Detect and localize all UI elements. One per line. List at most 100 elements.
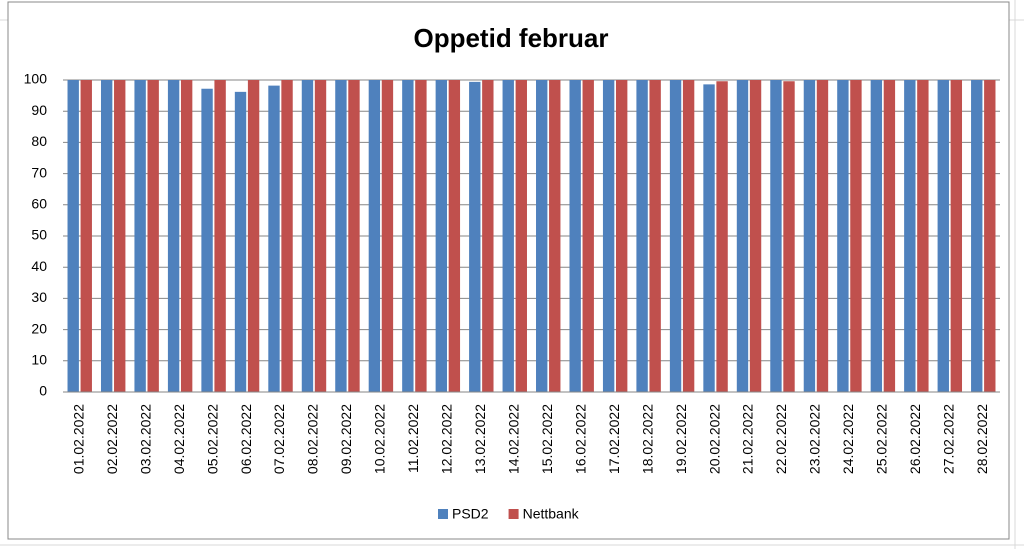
bar <box>180 80 193 392</box>
x-tick-label: 15.02.2022 <box>539 404 555 474</box>
bar <box>937 80 949 392</box>
bar <box>917 80 929 392</box>
bar <box>636 80 648 392</box>
y-tick-label: 10 <box>31 352 47 368</box>
bar <box>770 80 782 392</box>
bar <box>314 80 327 392</box>
x-tick-label: 03.02.2022 <box>137 404 153 474</box>
bar <box>100 80 113 392</box>
bar <box>348 80 360 392</box>
x-tick-label: 05.02.2022 <box>204 404 220 474</box>
chart-title: Oppetid februar <box>413 23 608 53</box>
y-tick-label: 50 <box>31 227 47 243</box>
legend-label: Nettbank <box>523 506 580 522</box>
bar <box>649 80 661 392</box>
y-tick-label: 80 <box>31 133 47 149</box>
x-tick-label: 07.02.2022 <box>271 404 287 474</box>
y-tick-label: 40 <box>31 258 47 274</box>
bar <box>736 80 749 392</box>
x-tick-label: 10.02.2022 <box>372 404 388 474</box>
x-tick-label: 27.02.2022 <box>941 404 957 474</box>
x-tick-label: 24.02.2022 <box>840 404 856 474</box>
y-tick-label: 0 <box>39 383 47 399</box>
x-tick-label: 11.02.2022 <box>405 404 421 473</box>
x-tick-label: 12.02.2022 <box>439 404 455 474</box>
x-tick-label: 16.02.2022 <box>572 404 588 474</box>
y-tick-label: 100 <box>24 71 48 87</box>
bar <box>816 80 829 392</box>
bar <box>167 80 180 392</box>
bar <box>582 80 594 392</box>
bar <box>448 80 461 392</box>
bar <box>682 80 695 392</box>
bar <box>783 81 795 393</box>
bar <box>904 80 916 392</box>
bar <box>716 81 728 393</box>
y-tick-label: 60 <box>31 196 47 212</box>
bar <box>415 80 427 392</box>
x-tick-label: 17.02.2022 <box>606 404 622 474</box>
bar <box>502 80 514 392</box>
x-tick-label: 20.02.2022 <box>706 404 722 474</box>
bar <box>80 80 92 392</box>
bar <box>134 80 146 392</box>
x-tick-label: 14.02.2022 <box>505 404 521 474</box>
bar <box>803 80 816 392</box>
x-tick-label: 06.02.2022 <box>238 404 254 474</box>
bar <box>602 80 615 392</box>
bar <box>201 88 213 393</box>
legend-label: PSD2 <box>452 506 489 522</box>
x-tick-label: 19.02.2022 <box>673 404 689 474</box>
x-tick-label: 08.02.2022 <box>305 404 321 474</box>
x-tick-label: 01.02.2022 <box>70 404 86 474</box>
x-tick-label: 13.02.2022 <box>472 404 488 474</box>
bar <box>147 80 159 392</box>
bar <box>749 80 762 392</box>
bar <box>515 80 527 392</box>
bar <box>268 85 280 392</box>
bar <box>850 80 862 392</box>
x-tick-label: 25.02.2022 <box>874 404 890 474</box>
bar <box>214 80 226 392</box>
bar <box>281 80 293 392</box>
bar <box>114 80 126 392</box>
bar <box>703 84 715 393</box>
bar <box>615 80 628 392</box>
x-tick-label: 26.02.2022 <box>907 404 923 474</box>
bar <box>837 80 849 392</box>
legend-swatch <box>508 509 519 519</box>
bar <box>402 80 414 392</box>
y-tick-label: 70 <box>31 164 47 180</box>
y-tick-label: 30 <box>31 289 47 305</box>
bar <box>368 80 381 392</box>
bar <box>549 80 561 392</box>
bar <box>569 80 581 392</box>
bar <box>536 80 548 392</box>
bar <box>469 81 481 392</box>
bar <box>971 80 983 392</box>
x-tick-label: 28.02.2022 <box>974 404 990 474</box>
bar <box>950 80 963 392</box>
bar <box>883 80 896 392</box>
bar <box>435 80 448 392</box>
x-tick-label: 09.02.2022 <box>338 404 354 474</box>
bar <box>669 80 682 392</box>
x-tick-label: 23.02.2022 <box>807 404 823 474</box>
x-tick-label: 22.02.2022 <box>773 404 789 474</box>
bar <box>482 80 494 392</box>
bar <box>381 80 394 392</box>
bar <box>234 91 247 392</box>
x-tick-label: 02.02.2022 <box>104 404 120 474</box>
legend-swatch <box>438 509 448 519</box>
x-tick-label: 04.02.2022 <box>171 404 187 474</box>
bar <box>984 80 996 392</box>
bar <box>247 80 260 392</box>
y-tick-label: 90 <box>31 102 47 118</box>
x-tick-label: 18.02.2022 <box>639 404 655 474</box>
bar <box>335 80 347 392</box>
bar <box>67 80 79 392</box>
y-tick-label: 20 <box>31 320 47 336</box>
bar <box>301 80 314 392</box>
x-tick-label: 21.02.2022 <box>740 404 756 474</box>
